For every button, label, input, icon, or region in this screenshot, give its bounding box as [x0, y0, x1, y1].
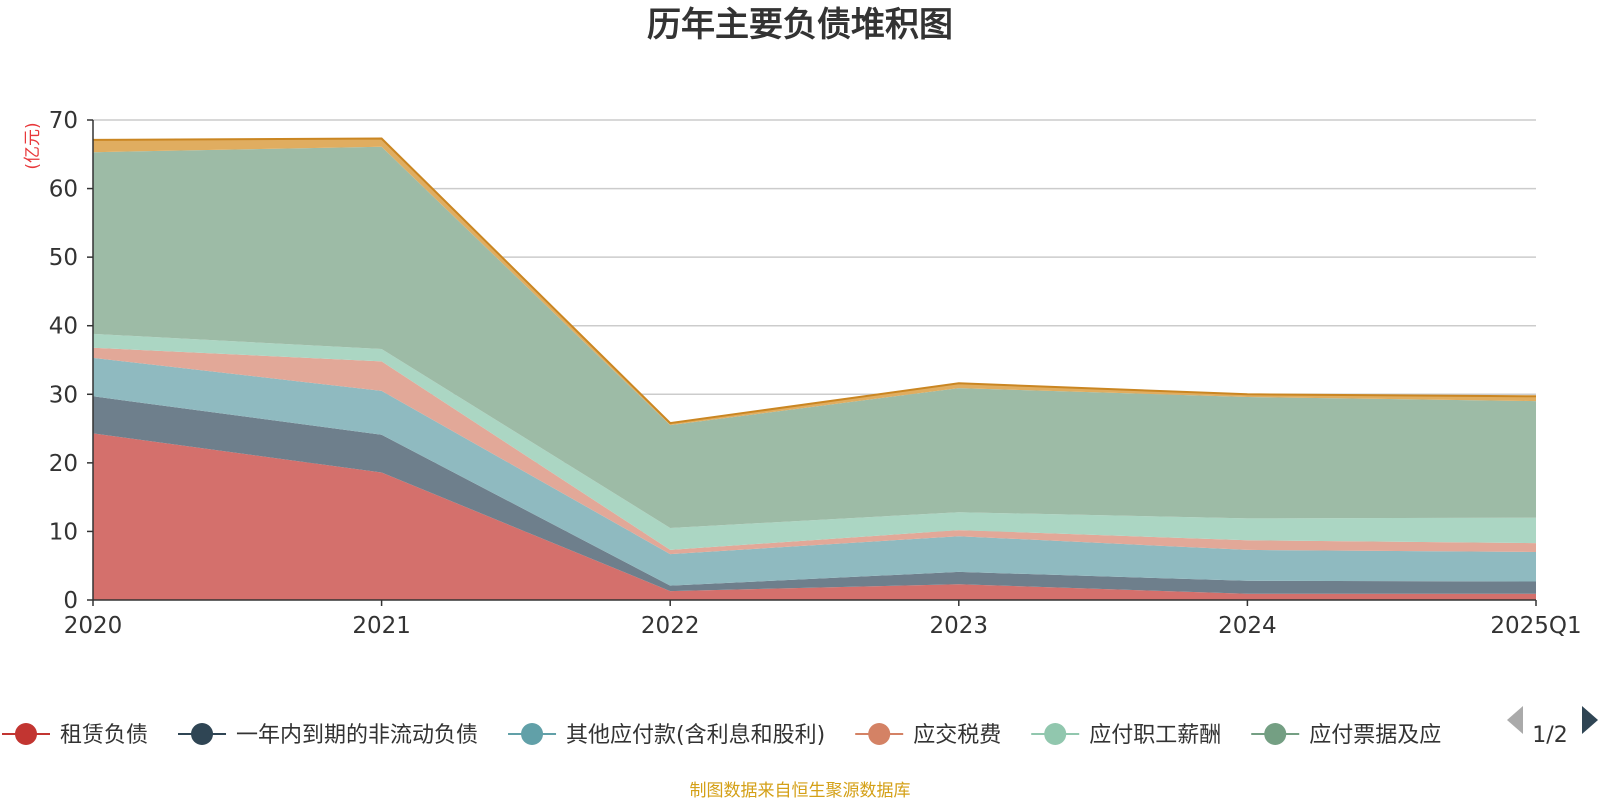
legend: 租赁负债 一年内到期的非流动负债 其他应付款(含利息和股利) 应交税费 应付职工薪酬 应付…: [2, 723, 1441, 748]
area-series-6: [93, 146, 1536, 528]
legend-label: 租赁负债: [60, 723, 148, 748]
y-tick-label: 30: [49, 382, 78, 408]
x-tick-label: 2020: [64, 613, 123, 639]
y-tick-label: 70: [49, 108, 78, 134]
chart-title: 历年主要负债堆积图: [647, 5, 953, 45]
legend-item[interactable]: 应付职工薪酬: [1031, 723, 1221, 748]
y-tick-label: 0: [63, 588, 78, 614]
x-tick-label: 2023: [930, 613, 989, 639]
legend-circle-marker: [191, 723, 214, 745]
y-axis-unit-label: (亿元): [23, 122, 43, 169]
y-tick-label: 20: [49, 451, 78, 477]
legend-pager: 1/2: [1507, 706, 1598, 748]
legend-next-page-icon[interactable]: [1582, 706, 1598, 734]
area-series-3: [93, 357, 1536, 586]
legend-label: 一年内到期的非流动负债: [236, 723, 478, 748]
legend-item[interactable]: 其他应付款(含利息和股利): [508, 723, 825, 748]
legend-label: 应交税费: [913, 723, 1001, 748]
axes: 0 10 20 30 40 50 60 70 2020 2021 2022 2023 2024 2025Q…: [49, 108, 1582, 639]
legend-label: 应付票据及应: [1309, 723, 1441, 748]
legend-circle-marker: [1044, 723, 1067, 745]
y-tick-label: 10: [49, 519, 78, 545]
legend-item[interactable]: 一年内到期的非流动负债: [178, 723, 478, 748]
x-tick-label: 2022: [641, 613, 700, 639]
area-series-1: [93, 433, 1536, 600]
legend-circle-marker: [521, 723, 544, 745]
total-outline: [92, 137, 1537, 425]
legend-item[interactable]: 租赁负债: [2, 723, 148, 748]
legend-page-indicator: 1/2: [1532, 723, 1567, 748]
area-series-2: [93, 396, 1536, 594]
x-tick-label: 2024: [1218, 613, 1277, 639]
legend-item[interactable]: 应付票据及应: [1251, 723, 1441, 748]
legend-circle-marker: [15, 723, 37, 745]
legend-circle-marker: [868, 723, 891, 745]
area-series-group: [92, 137, 1537, 600]
area-series-5: [93, 333, 1536, 550]
legend-label: 其他应付款(含利息和股利): [566, 723, 825, 748]
x-tick-label: 2025Q1: [1490, 613, 1581, 639]
y-tick-label: 60: [49, 177, 78, 203]
legend-prev-page-icon[interactable]: [1507, 706, 1523, 734]
y-tick-label: 50: [49, 245, 78, 271]
legend-circle-marker: [1264, 723, 1287, 745]
data-source-note: 制图数据来自恒生聚源数据库: [690, 781, 911, 800]
y-tick-label: 40: [49, 314, 78, 340]
area-series-4: [93, 347, 1536, 555]
legend-item[interactable]: 应交税费: [855, 723, 1001, 748]
legend-label: 应付职工薪酬: [1089, 723, 1221, 748]
x-tick-label: 2021: [352, 613, 411, 639]
